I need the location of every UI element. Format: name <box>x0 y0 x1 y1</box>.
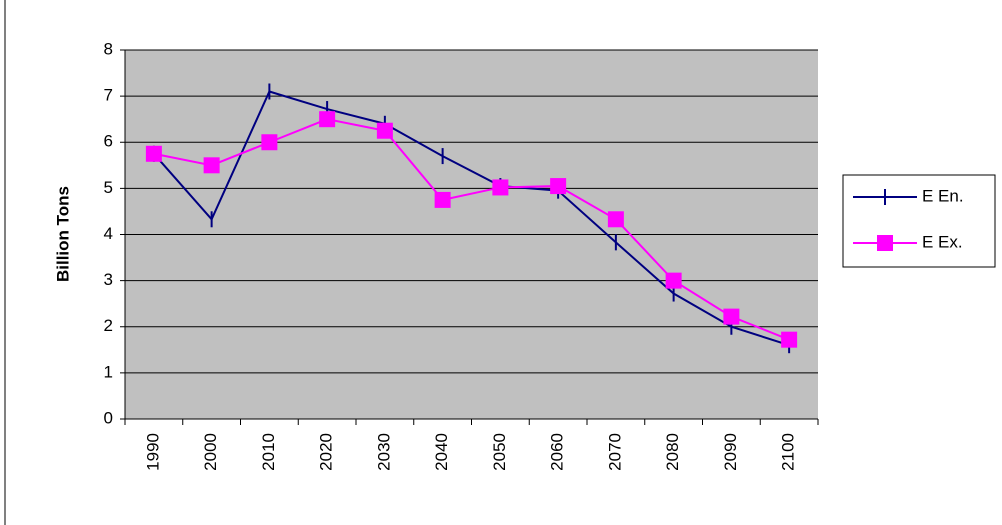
x-tick-label: 2080 <box>663 433 682 471</box>
y-tick-label: 3 <box>104 270 113 289</box>
y-axis-label: Billion Tons <box>53 186 72 282</box>
x-tick-label: 2060 <box>548 433 567 471</box>
y-tick-label: 8 <box>104 39 113 58</box>
x-tick-label: 2050 <box>490 433 509 471</box>
marker <box>145 145 162 162</box>
legend-label: E En. <box>922 186 964 205</box>
marker <box>607 211 624 228</box>
marker <box>492 179 509 196</box>
y-tick-label: 4 <box>104 224 113 243</box>
legend <box>842 174 996 268</box>
y-tick-label: 0 <box>104 408 113 427</box>
marker <box>376 122 393 139</box>
marker <box>261 134 278 151</box>
series-line <box>153 90 790 347</box>
x-tick-label: 2040 <box>432 433 451 471</box>
x-tick-label: 2010 <box>259 433 278 471</box>
marker <box>723 308 740 325</box>
legend-marker <box>877 235 893 251</box>
x-tick-label: 2000 <box>201 433 220 471</box>
legend-label: E Ex. <box>922 232 963 251</box>
y-tick-label: 1 <box>104 362 113 381</box>
x-tick-label: 1990 <box>143 433 162 471</box>
y-tick-label: 5 <box>104 178 113 197</box>
x-tick-label: 2090 <box>721 433 740 471</box>
y-tick-label: 2 <box>104 316 113 335</box>
marker <box>550 178 567 195</box>
series-line <box>153 118 790 341</box>
x-tick-label: 2070 <box>605 433 624 471</box>
y-tick-label: 7 <box>104 86 113 105</box>
y-tick-label: 6 <box>104 132 113 151</box>
x-tick-label: 2030 <box>374 433 393 471</box>
marker <box>319 111 336 128</box>
x-tick-label: 2020 <box>317 433 336 471</box>
marker <box>665 272 682 289</box>
marker <box>781 331 798 348</box>
marker <box>434 191 451 208</box>
x-tick-label: 2100 <box>779 433 798 471</box>
marker <box>203 157 220 174</box>
